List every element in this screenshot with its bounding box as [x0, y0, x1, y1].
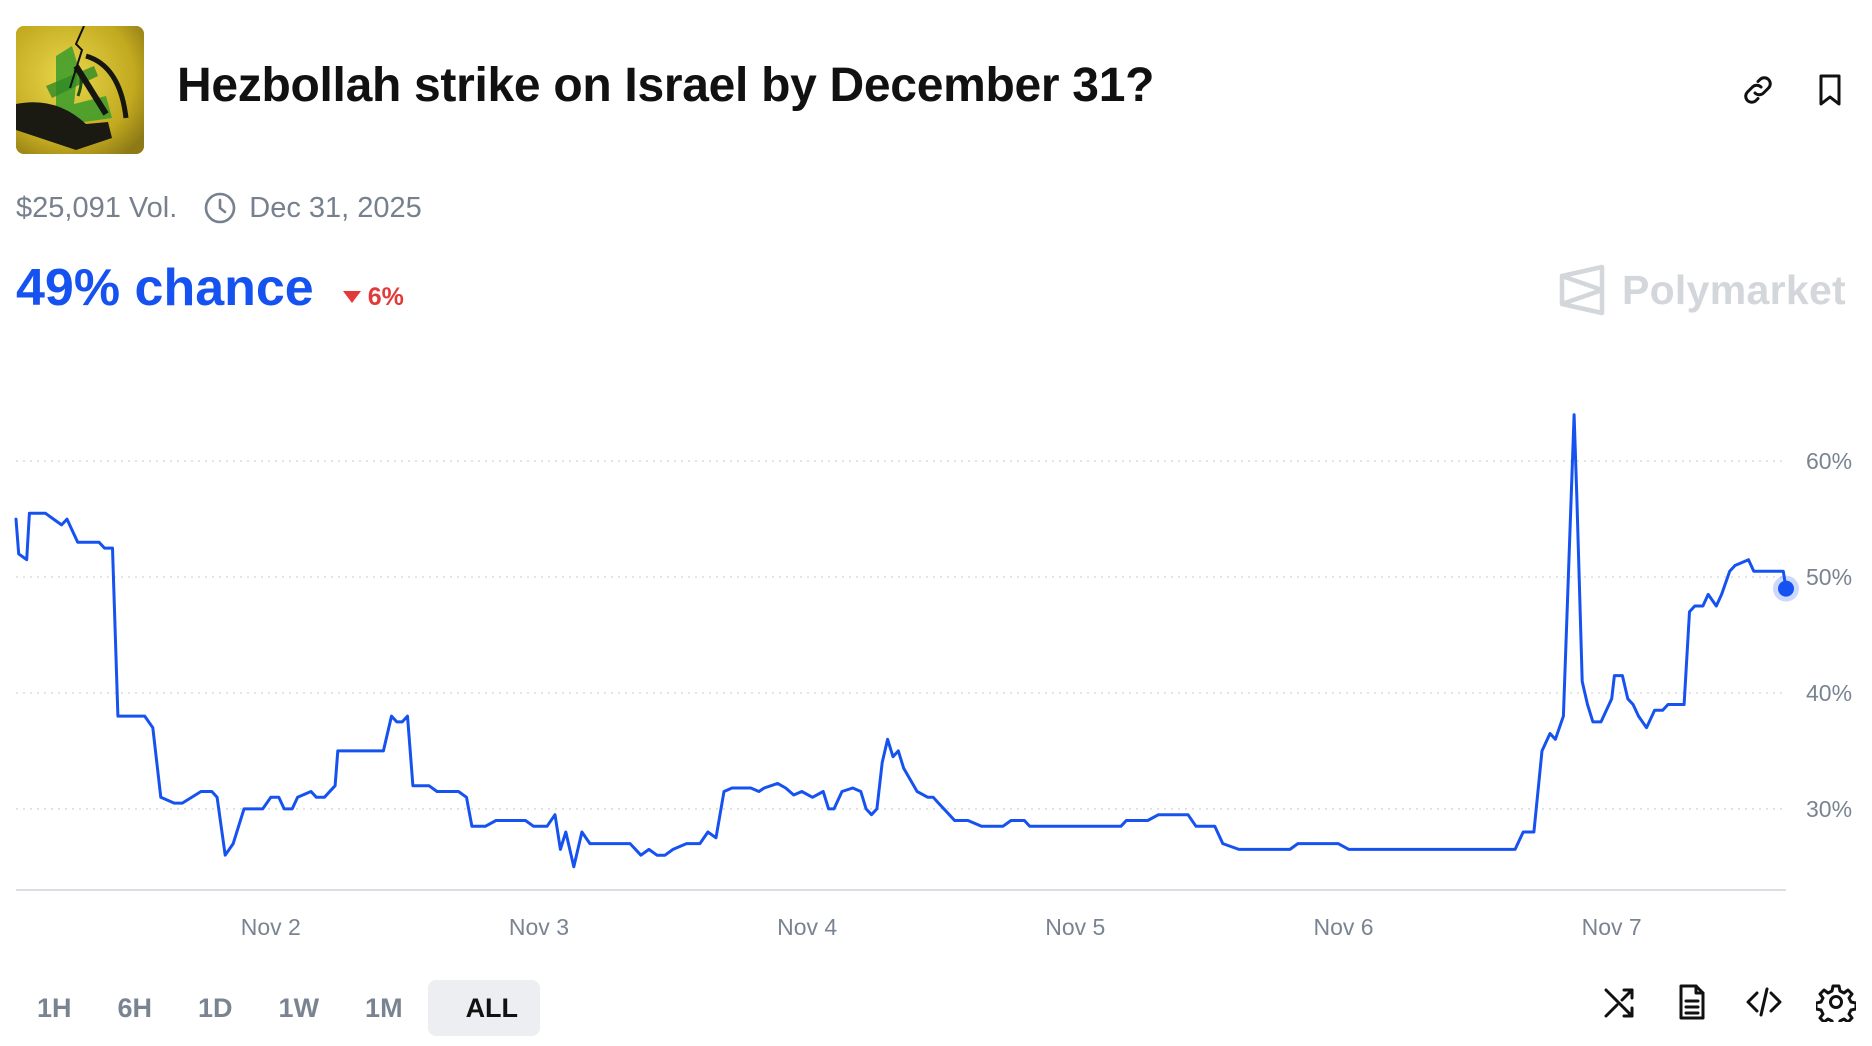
clock-icon [204, 192, 236, 224]
range-1h-button[interactable]: 1H [37, 992, 72, 1023]
link-icon[interactable] [1738, 70, 1778, 110]
x-tick-label: Nov 3 [509, 914, 569, 940]
change-badge: 6% [342, 283, 404, 312]
document-icon[interactable] [1672, 982, 1712, 1022]
market-title: Hezbollah strike on Israel by December 3… [177, 59, 1155, 112]
range-1m-button[interactable]: 1M [365, 992, 403, 1023]
range-1d-button[interactable]: 1D [198, 992, 233, 1023]
y-tick-label: 50% [1806, 564, 1852, 590]
market-image [16, 26, 144, 154]
volume-text: $25,091 Vol. [16, 191, 178, 224]
probability-line [14, 413, 1788, 869]
hezbollah-flag-image [16, 26, 144, 154]
shuffle-icon[interactable] [1600, 982, 1640, 1022]
x-tick-label: Nov 4 [777, 914, 837, 940]
polymarket-logo: Polymarket [1558, 264, 1846, 316]
range-all-button[interactable]: ALL [427, 980, 541, 1036]
x-tick-label: Nov 6 [1313, 914, 1373, 940]
x-axis-ticks: Nov 2 Nov 3 Nov 4 Nov 5 Nov 6 Nov 7 [241, 914, 1642, 940]
gear-icon[interactable] [1814, 982, 1858, 1028]
x-tick-label: Nov 5 [1045, 914, 1105, 940]
x-tick-label: Nov 2 [241, 914, 301, 940]
chart-grid [16, 460, 1786, 810]
triangle-down-icon [342, 291, 361, 303]
change-value: 6% [367, 282, 404, 311]
brand-name: Polymarket [1621, 266, 1846, 313]
range-1w-button[interactable]: 1W [278, 992, 320, 1023]
time-range-selector: 1H 6H 1D 1W 1M ALL [16, 980, 544, 1036]
x-tick-label: Nov 7 [1582, 914, 1642, 940]
market-meta: $25,091 Vol. Dec 31, 2025 [16, 188, 422, 228]
y-axis-ticks: 30% 40% 50% 60% [1806, 448, 1852, 822]
y-tick-label: 40% [1806, 680, 1852, 706]
bookmark-icon[interactable] [1810, 70, 1850, 110]
polymarket-logo-icon [1559, 264, 1605, 316]
y-tick-label: 30% [1806, 796, 1852, 822]
chance-value: 49% chance [16, 259, 314, 317]
chance-row: 49% chance 6% [16, 258, 404, 318]
range-6h-button[interactable]: 6H [117, 992, 153, 1023]
end-date-text: Dec 31, 2025 [249, 191, 422, 224]
current-point [1778, 580, 1794, 597]
code-icon[interactable] [1744, 982, 1784, 1022]
y-tick-label: 60% [1806, 448, 1852, 474]
